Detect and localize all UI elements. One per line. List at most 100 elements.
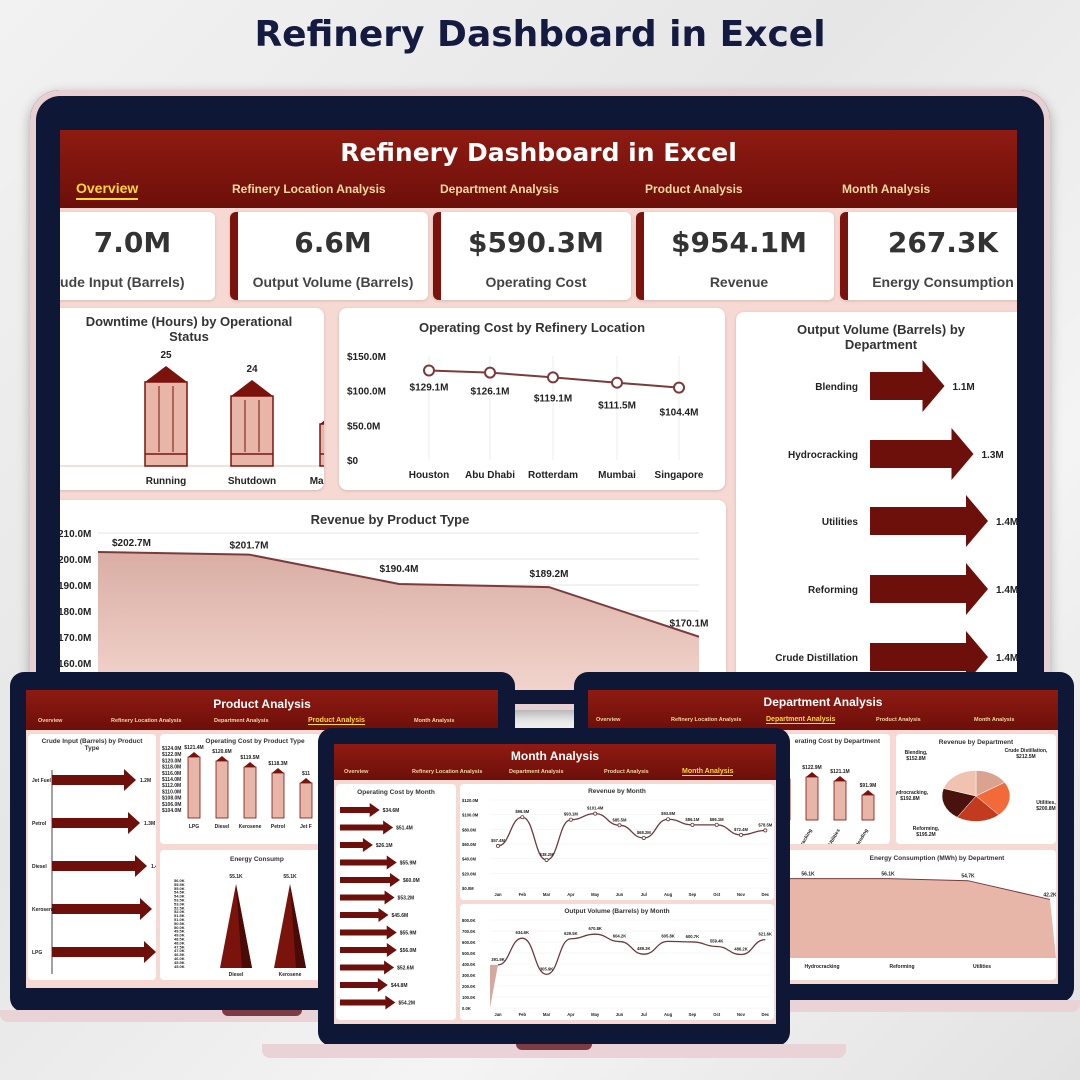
opcost-department-chart: .8M$122.9M$121.1M$91.9MHydrocrackingUtil…: [778, 765, 876, 844]
revenue-month-month-label: Sep: [689, 892, 697, 897]
opcost-product-category-label: Kerosene: [239, 824, 262, 830]
output-month-value-label: 600.7K: [686, 934, 700, 939]
revenue-department-slice: [943, 770, 977, 797]
tab-month-analysis[interactable]: Month Analysis: [842, 182, 931, 196]
downtime-bar: [230, 395, 274, 467]
opcost-product-value-label: $11: [302, 771, 310, 777]
kpi-value: 6.6M: [294, 226, 372, 259]
revenue-month-point: [496, 843, 501, 848]
tab-overview[interactable]: Overview: [344, 769, 369, 775]
revenue-month-title: Revenue by Month: [588, 788, 646, 795]
output-month-value-label: 305.9K: [540, 966, 554, 971]
revenue-product-chart: 210.0M 200.0M 190.0M 180.0M 170.0M 160.0M $202…: [60, 529, 709, 690]
revenue-department-value-label: $195.2M: [916, 832, 935, 838]
tab-month-analysis[interactable]: Month Analysis: [682, 768, 734, 776]
kpi-crude-input: 7.0M Crude Input (Barrels): [60, 212, 215, 300]
opcost-department-category-label: Utilities: [828, 828, 842, 844]
downtime-bar-tip: [320, 420, 324, 424]
opcost-month-value-label: $44.8M: [391, 983, 408, 989]
tab-refinery-location-analysis[interactable]: Refinery Location Analysis: [412, 769, 483, 775]
opcost-location-ytick: $50.0M: [347, 421, 380, 432]
opcost-product-category-label: Jet F: [300, 824, 312, 830]
energy-product-ytick: 51.0K: [174, 917, 185, 922]
tab-department-analysis[interactable]: Department Analysis: [509, 769, 564, 775]
energy-department-category-label: Hydrocracking: [804, 964, 839, 970]
tab-overview[interactable]: Overview: [38, 718, 63, 724]
opcost-product-value-label: $119.5M: [240, 755, 259, 761]
output-month-ytick: 400.0K: [462, 962, 476, 967]
tab-overview[interactable]: Overview: [76, 180, 139, 200]
revenue-product-value-label: $189.2M: [530, 569, 569, 580]
tab-month-analysis[interactable]: Month Analysis: [974, 717, 1015, 723]
revenue-product-ytick: 190.0M: [60, 581, 91, 592]
output-month-value-label: 489.3K: [637, 946, 651, 951]
opcost-location-chart: $150.0M $100.0M $50.0M $0 $129.1M Houston $126…: [347, 352, 704, 481]
opcost-month-value-label: $45.6M: [391, 913, 408, 919]
crude-input-arrow: [52, 855, 147, 877]
opcost-department-value-label: $121.1M: [830, 769, 849, 775]
opcost-product-category-label: Diesel: [215, 824, 230, 830]
tab-department-analysis[interactable]: Department Analysis: [440, 182, 559, 196]
revenue-month-line: [497, 812, 766, 861]
crude-input-value-label: 1.3M: [144, 821, 155, 827]
revenue-month-ytick: $100.0M: [462, 813, 479, 818]
tab-product-analysis[interactable]: Product Analysis: [876, 717, 921, 723]
energy-department-line: [778, 878, 1051, 900]
tab-product-analysis[interactable]: Product Analysis: [308, 717, 365, 725]
opcost-month-value-label: $53.2M: [398, 896, 415, 902]
opcost-location-value-label: $119.1M: [534, 393, 572, 404]
tab-department-analysis[interactable]: Department Analysis: [766, 716, 836, 724]
kpi-output-volume: 6.6M Output Volume (Barrels): [230, 212, 428, 300]
tab-refinery-location-analysis[interactable]: Refinery Location Analysis: [232, 182, 386, 196]
opcost-product-ytick: $108.0M: [162, 796, 181, 802]
crude-input-value-label: 1.2M: [140, 778, 151, 784]
tab-product-analysis[interactable]: Product Analysis: [645, 182, 743, 196]
revenue-department-label: Reforming,: [913, 826, 940, 832]
opcost-product-ytick: $122.0M: [162, 752, 181, 758]
output-department-value-label: 1.4M: [996, 517, 1017, 528]
revenue-month-value-label: $101.4M: [587, 806, 604, 811]
revenue-month-month-label: Oct: [713, 892, 721, 897]
output-department-arrow: [870, 631, 988, 683]
opcost-product-ytick: $114.0M: [162, 777, 181, 783]
output-department-category-label: Crude Distillation: [775, 653, 858, 664]
opcost-product-bar: [215, 760, 229, 819]
revenue-month-chart: $120.0M $100.0M $80.0M $60.0M $40.0M $20.0M $0…: [462, 798, 773, 897]
opcost-product-bar: [271, 772, 285, 819]
opcost-month-value-label: $60.0M: [403, 878, 420, 884]
crude-input-category-label: LPG: [32, 950, 42, 956]
output-month-ytick: 500.0K: [462, 951, 476, 956]
downtime-chart: 25Running24Shutdown22Maintenance: [60, 350, 324, 487]
energy-product-ytick: 56.0K: [174, 878, 185, 883]
opcost-location-value-label: $111.5M: [598, 401, 636, 412]
opcost-month-arrow: [340, 855, 397, 870]
opcost-product-bar: [299, 782, 313, 819]
energy-product-value-label: 55.1K: [229, 874, 243, 880]
tab-month-analysis[interactable]: Month Analysis: [414, 718, 455, 724]
energy-product-ytick: 48.0K: [174, 940, 185, 945]
energy-product-ytick: 55.0K: [174, 886, 185, 891]
revenue-month-value-label: $68.2M: [637, 830, 651, 835]
opcost-month-panel: Operating Cost by Month $34.6M $51.4M $26.…: [336, 784, 456, 1020]
opcost-month-arrow: [340, 925, 397, 940]
kpi-label: Output Volume (Barrels): [252, 274, 414, 290]
crude-input-category-label: Petrol: [32, 821, 47, 827]
month-laptop-notch: [516, 1044, 592, 1050]
revenue-month-month-label: Jun: [616, 892, 624, 897]
output-month-ytick: 0.0K: [462, 1006, 471, 1011]
revenue-product-value-label: $170.1M: [670, 619, 709, 630]
revenue-month-month-label: Apr: [567, 892, 575, 897]
tab-refinery-location-analysis[interactable]: Refinery Location Analysis: [671, 717, 742, 723]
tab-department-analysis[interactable]: Department Analysis: [214, 718, 269, 724]
revenue-month-point: [641, 835, 646, 840]
energy-product-ytick: 49.0K: [174, 933, 185, 938]
tab-overview[interactable]: Overview: [596, 717, 621, 723]
tab-product-analysis[interactable]: Product Analysis: [604, 769, 649, 775]
output-month-month-label: Mar: [543, 1012, 551, 1017]
opcost-product-category-label: LPG: [189, 824, 199, 830]
opcost-product-ytick: $106.0M: [162, 802, 181, 808]
tab-refinery-location-analysis[interactable]: Refinery Location Analysis: [111, 718, 182, 724]
energy-product-value-label: 55.1K: [283, 874, 297, 880]
output-month-month-label: Aug: [664, 1012, 673, 1017]
energy-product-ytick: 51.5K: [174, 913, 185, 918]
